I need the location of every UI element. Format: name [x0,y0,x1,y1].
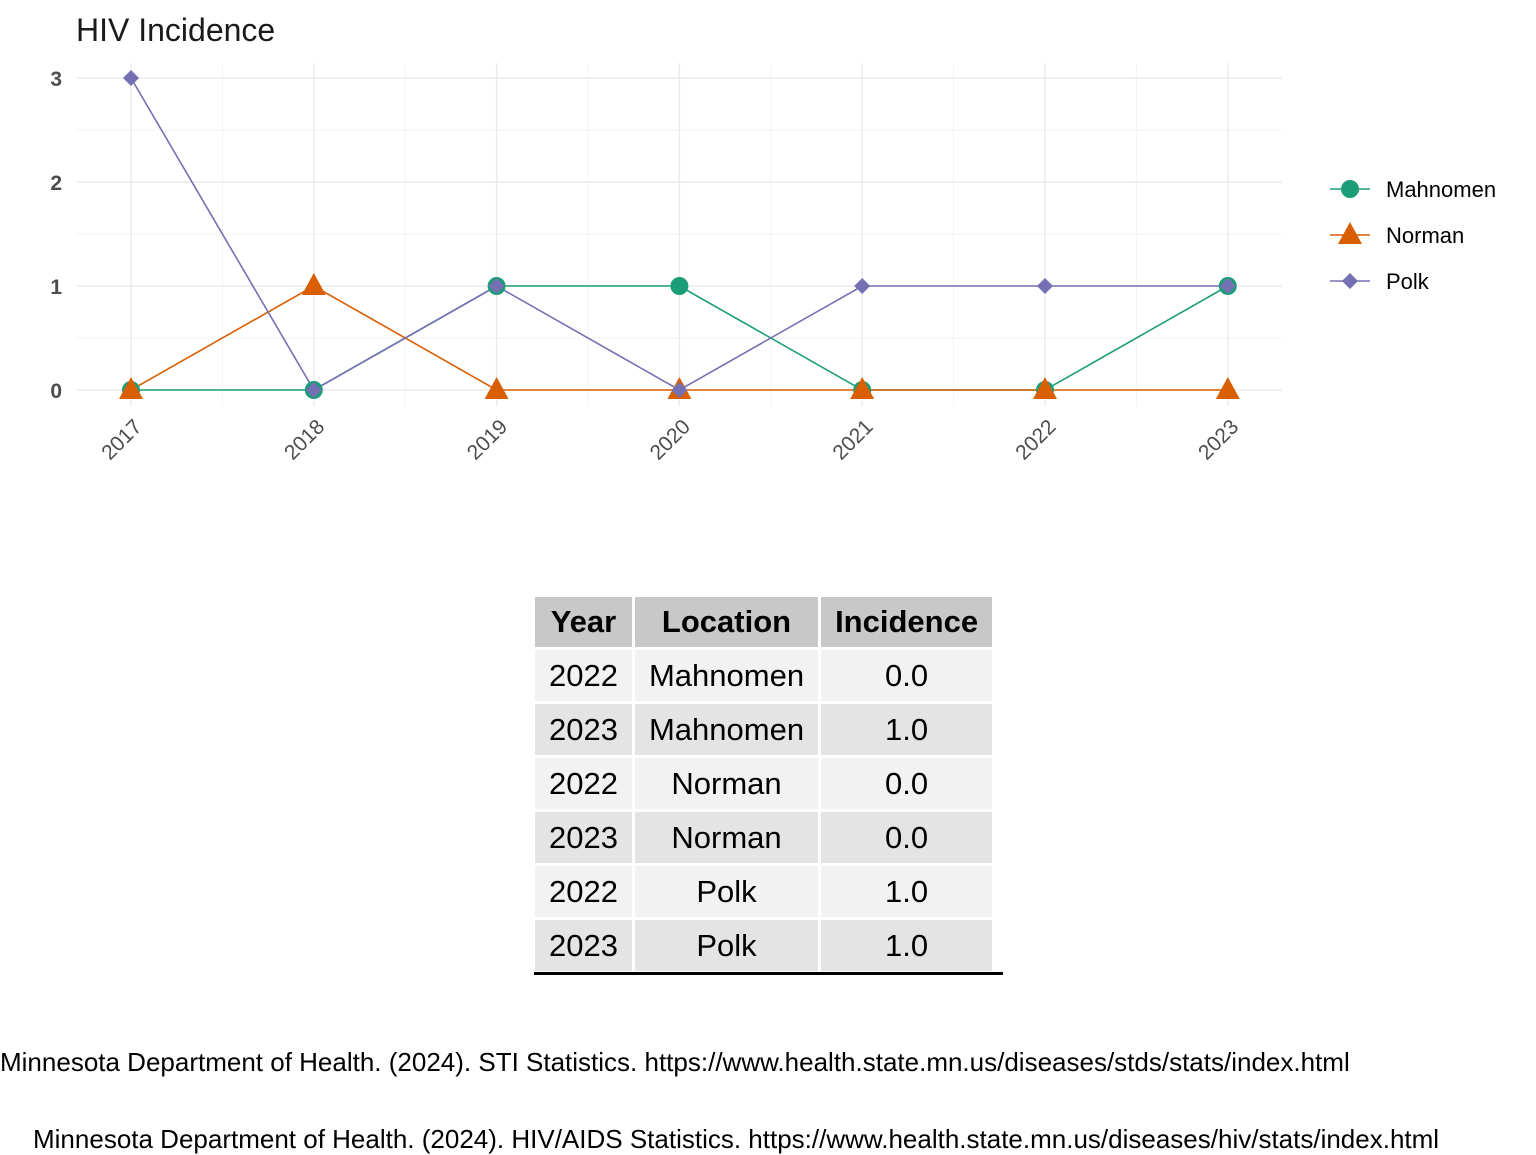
cell-location: Polk [634,920,819,971]
cell-location: Norman [634,812,819,863]
table-bottom-rule [534,972,1003,975]
legend-label-norman: Norman [1386,223,1464,248]
cell-year: 2023 [535,920,632,971]
data-point-polk [1219,278,1236,294]
cell-incidence: 1.0 [821,920,993,971]
data-point-norman [1215,377,1240,399]
legend: Mahnomen Norman Polk [1330,177,1496,294]
x-tick-label: 2019 [463,415,512,464]
data-point-norman [1033,377,1057,399]
x-tick-label: 2022 [1011,415,1060,464]
table-header-row: Year Location Incidence [535,597,993,647]
table-row: 2022 Norman 0.0 [535,758,993,809]
cell-location: Norman [634,758,819,809]
data-point-norman [301,273,326,295]
data-point-norman [484,377,509,399]
header-location: Location [634,597,819,647]
source-citation-hiv: Minnesota Department of Health. (2024). … [33,1124,1440,1154]
table-row: 2023 Polk 1.0 [535,920,993,971]
legend-label-polk: Polk [1386,269,1430,294]
source-citation-sti: Minnesota Department of Health. (2024). … [0,1047,1350,1077]
x-tick-label: 2018 [280,415,329,464]
cell-incidence: 1.0 [821,704,993,755]
legend-marker-norman [1338,222,1362,244]
cell-year: 2022 [535,650,632,701]
data-point-polk [488,278,505,294]
table-row: 2023 Norman 0.0 [535,812,993,863]
header-year: Year [535,597,632,647]
cell-year: 2022 [535,866,632,917]
legend-label-mahnomen: Mahnomen [1386,177,1496,202]
y-tick-label: 2 [50,172,62,195]
grid [76,63,1282,406]
y-tick-label: 0 [50,380,62,403]
cell-incidence: 0.0 [821,758,993,809]
incidence-table: Year Location Incidence 2022 Mahnomen 0.… [532,594,995,974]
legend-marker-mahnomen [1341,180,1359,198]
y-tick-label: 3 [50,68,62,91]
cell-year: 2022 [535,758,632,809]
cell-incidence: 1.0 [821,866,993,917]
chart-title: HIV Incidence [76,12,275,48]
x-tick-label: 2020 [646,415,695,464]
cell-location: Polk [634,866,819,917]
series-points [119,70,1240,399]
y-axis-tick-labels: 0 1 2 3 [50,68,62,403]
cell-incidence: 0.0 [821,650,993,701]
x-axis-tick-labels: 2017 2018 2019 2020 2021 2022 2023 [97,415,1243,464]
x-tick-label: 2021 [828,415,877,464]
x-tick-label: 2023 [1194,415,1243,464]
table-row: 2023 Mahnomen 1.0 [535,704,993,755]
data-point-norman [850,377,875,399]
data-point-polk [854,278,871,294]
x-tick-label: 2017 [97,415,146,464]
cell-incidence: 0.0 [821,812,993,863]
y-tick-label: 1 [50,276,62,299]
data-point-polk [123,70,139,86]
header-incidence: Incidence [821,597,993,647]
cell-year: 2023 [535,812,632,863]
data-point-mahnomen [670,277,689,295]
table-row: 2022 Polk 1.0 [535,866,993,917]
cell-year: 2023 [535,704,632,755]
data-point-polk [1037,278,1053,294]
legend-marker-polk [1342,273,1358,289]
data-point-polk [305,382,322,398]
data-point-norman [119,377,143,399]
table-row: 2022 Mahnomen 0.0 [535,650,993,701]
cell-location: Mahnomen [634,650,819,701]
data-point-polk [671,382,688,398]
cell-location: Mahnomen [634,704,819,755]
